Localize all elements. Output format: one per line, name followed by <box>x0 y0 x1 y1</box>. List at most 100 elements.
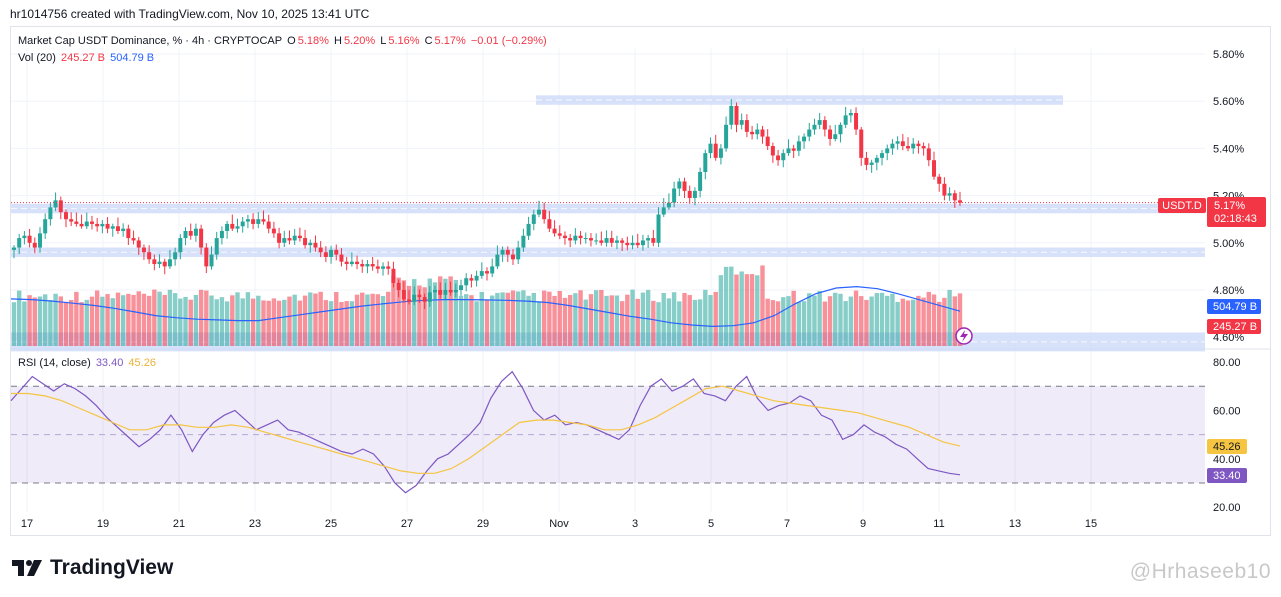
volume-bar <box>453 279 459 346</box>
time-axis-label: 7 <box>784 518 790 530</box>
candle-body <box>63 212 68 220</box>
volume-bar <box>250 298 256 346</box>
candle-body <box>344 261 349 265</box>
time-axis-label: 29 <box>477 518 489 530</box>
time-axis-label: 11 <box>933 518 944 530</box>
volume-bar <box>541 290 547 346</box>
candle-body <box>755 129 760 135</box>
chart-frame[interactable] <box>10 26 1271 536</box>
volume-bar <box>391 275 396 346</box>
attribution-header: hr1014756 created with TradingView.com, … <box>10 7 370 21</box>
candle-body <box>635 242 640 246</box>
volume-bar <box>266 300 271 346</box>
volume-bar <box>744 274 750 346</box>
volume-bar <box>734 274 739 346</box>
volume-bar <box>599 289 604 346</box>
volume-bar <box>739 271 744 346</box>
rsi-axis-label: 80.00 <box>1213 357 1241 369</box>
volume-bar <box>578 290 583 346</box>
candle-body <box>256 219 261 224</box>
volume-bar <box>687 295 692 346</box>
volume-bar <box>510 290 516 346</box>
candle-body <box>583 238 588 240</box>
volume-bar <box>671 292 677 346</box>
volume-bar <box>276 300 282 346</box>
candle-body <box>588 238 593 241</box>
volume-bar <box>204 290 209 346</box>
volume-bar <box>531 292 536 346</box>
volume-bar <box>115 292 121 346</box>
tradingview-logo[interactable]: TradingView <box>12 556 173 580</box>
volume-bar <box>443 278 448 346</box>
candle-body <box>261 219 266 222</box>
candle-body <box>22 235 27 239</box>
close-label: C <box>424 35 433 47</box>
volume-bar <box>791 290 796 346</box>
candle-body <box>53 200 58 208</box>
volume-bar <box>245 292 251 346</box>
candle-body <box>656 214 661 243</box>
volume-bar <box>474 301 479 346</box>
candle-body <box>121 228 126 231</box>
vol-value: 245.27 B <box>60 52 106 64</box>
price-tag-price: 5.17% <box>1214 200 1245 212</box>
rsi-legend: RSI (14, close) 33.40 45.26 <box>18 357 158 369</box>
symbol-title[interactable]: Market Cap USDT Dominance, % · 4h · CRYP… <box>18 35 283 47</box>
volume-bar <box>360 292 365 346</box>
rsi-label[interactable]: RSI (14, close) <box>18 357 91 369</box>
volume-bar <box>464 294 469 346</box>
volume-bar <box>48 300 53 346</box>
volume-bar <box>874 293 880 346</box>
candle-body <box>859 129 864 158</box>
rsi-tag-bg <box>1207 468 1247 483</box>
candle-body <box>640 240 645 246</box>
candle-body <box>308 242 313 246</box>
open-value: 5.18% <box>297 35 329 47</box>
candle-body <box>838 124 843 135</box>
tradingview-logo-text: TradingView <box>50 556 174 579</box>
watermark: @Hrhaseeb10 <box>1129 560 1271 583</box>
volume-bar <box>297 300 303 346</box>
low-label: L <box>380 35 387 47</box>
volume-bar <box>957 293 963 346</box>
volume-bar <box>94 290 100 346</box>
candle-body <box>167 259 172 267</box>
volume-bar <box>812 295 817 346</box>
volume-bar <box>183 296 188 346</box>
candle-body <box>365 264 370 267</box>
volume-bar <box>68 299 74 346</box>
volume-bar <box>417 285 422 346</box>
price-axis-label: 5.00% <box>1213 238 1244 250</box>
candle-body <box>885 148 890 154</box>
high-label: H <box>333 35 342 47</box>
volume-bar <box>651 300 656 346</box>
volume-bar <box>640 292 646 346</box>
candle-body <box>817 120 822 125</box>
candle-body <box>828 129 833 139</box>
volume-bar <box>822 301 828 346</box>
volume-bar <box>827 296 833 346</box>
price-axis-label: 5.40% <box>1213 143 1244 155</box>
high-value: 5.20% <box>343 35 376 47</box>
volume-bar <box>479 291 485 346</box>
flash-icon[interactable] <box>955 327 973 345</box>
candle-body <box>812 124 817 130</box>
volume-bar <box>131 294 136 346</box>
rsi-axis-label: 60.00 <box>1213 405 1241 417</box>
price-tag-box <box>1207 197 1266 227</box>
candle-body <box>895 141 900 144</box>
candle-body <box>100 223 105 227</box>
candle-body <box>906 146 911 149</box>
candle-body <box>219 231 224 239</box>
time-axis-label: Nov <box>549 518 569 530</box>
candle-body <box>349 261 354 265</box>
time-axis-label: 21 <box>173 518 185 530</box>
candle-body <box>282 238 287 243</box>
vol-label[interactable]: Vol (20) <box>18 52 56 64</box>
volume-bar <box>172 293 178 346</box>
volume-legend: Vol (20) 245.27 B 504.79 B <box>18 52 156 64</box>
candle-body <box>370 264 375 267</box>
candle-body <box>531 214 536 224</box>
candle-body <box>724 124 729 149</box>
